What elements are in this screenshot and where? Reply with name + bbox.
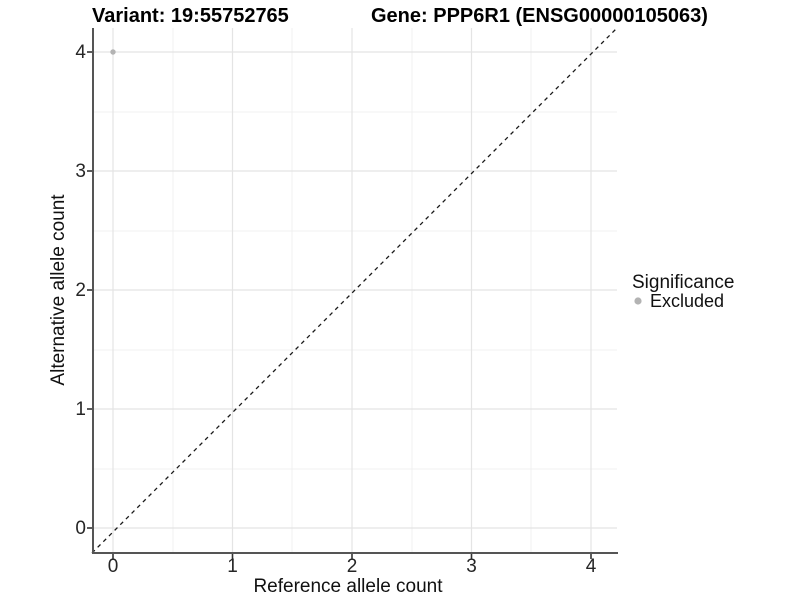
- legend-label-excluded: Excluded: [650, 291, 724, 311]
- tick-marks: [87, 51, 592, 559]
- x-axis-title: Reference allele count: [253, 576, 443, 597]
- y-tick-2: 2: [75, 280, 86, 301]
- legend: Significance Excluded: [632, 272, 734, 311]
- variant-title: Variant: 19:55752765: [92, 5, 289, 27]
- y-tick-3: 3: [75, 161, 86, 182]
- y-axis-title: Alternative allele count: [48, 194, 69, 386]
- gene-title: Gene: PPP6R1 (ENSG00000105063): [371, 5, 708, 27]
- y-tick-1: 1: [75, 399, 86, 420]
- legend-key-excluded-dot: [634, 297, 642, 305]
- y-tick-labels: 0 1 2 3 4: [75, 42, 86, 539]
- x-tick-1: 1: [227, 556, 238, 577]
- x-tick-labels: 0 1 2 3 4: [108, 556, 597, 577]
- x-tick-0: 0: [108, 556, 119, 577]
- x-tick-4: 4: [586, 556, 597, 577]
- identity-dashed-line: [91, 27, 618, 554]
- x-tick-2: 2: [347, 556, 358, 577]
- y-tick-0: 0: [75, 518, 86, 539]
- legend-title: Significance: [632, 272, 734, 293]
- axis-lines: [92, 28, 618, 554]
- data-point: [110, 49, 116, 55]
- grid-major: [92, 28, 617, 553]
- x-tick-3: 3: [466, 556, 477, 577]
- y-tick-4: 4: [75, 42, 86, 63]
